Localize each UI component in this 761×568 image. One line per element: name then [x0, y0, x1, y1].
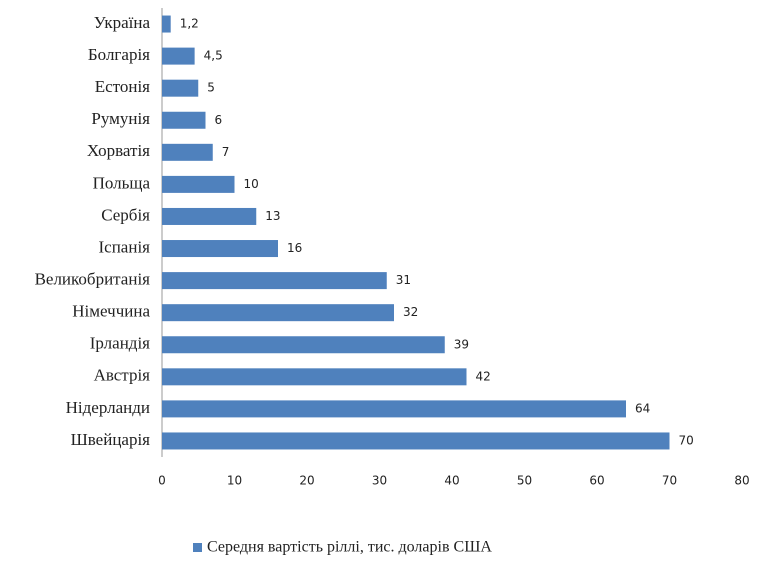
y-tick-label: Сербія — [101, 205, 150, 224]
bar — [162, 272, 387, 290]
bar — [162, 400, 626, 418]
value-label: 5 — [207, 81, 215, 95]
x-tick-label: 70 — [662, 474, 677, 488]
bar — [162, 111, 206, 129]
value-label: 13 — [265, 209, 280, 223]
bar — [162, 79, 199, 97]
y-tick-label: Румунія — [91, 109, 150, 128]
value-label: 16 — [287, 241, 302, 255]
y-tick-label: Естонія — [95, 77, 150, 96]
value-label: 64 — [635, 401, 650, 415]
value-label: 31 — [396, 273, 411, 287]
x-tick-label: 60 — [589, 474, 604, 488]
bar — [162, 304, 394, 322]
bar — [162, 175, 235, 193]
legend-label: Середня вартість ріллі, тис. доларів США — [207, 539, 492, 556]
value-label: 7 — [222, 145, 230, 159]
bar — [162, 15, 171, 33]
bar — [162, 47, 195, 65]
y-tick-label: Ірландія — [90, 334, 150, 353]
value-label: 10 — [244, 177, 259, 191]
value-label: 32 — [403, 305, 418, 319]
x-tick-label: 80 — [734, 474, 749, 488]
y-tick-label: Україна — [94, 13, 151, 32]
x-tick-label: 30 — [372, 474, 387, 488]
value-label: 4,5 — [204, 49, 223, 63]
value-label: 6 — [215, 113, 223, 127]
x-tick-label: 50 — [517, 474, 532, 488]
bar — [162, 336, 445, 354]
y-tick-label: Нідерланди — [66, 398, 150, 417]
y-tick-label: Швейцарія — [71, 430, 151, 449]
bar — [162, 207, 257, 225]
value-label: 42 — [476, 369, 491, 383]
bar — [162, 240, 278, 258]
x-tick-label: 0 — [158, 474, 166, 488]
y-tick-label: Великобританія — [35, 270, 151, 289]
value-label: 39 — [454, 337, 469, 351]
y-tick-label: Польща — [93, 173, 151, 192]
y-tick-label: Німеччина — [72, 302, 150, 321]
bar — [162, 368, 467, 386]
value-label: 1,2 — [180, 17, 199, 31]
value-label: 70 — [679, 433, 694, 447]
y-tick-label: Австрія — [94, 366, 151, 385]
y-tick-label: Болгарія — [88, 45, 150, 64]
bar — [162, 143, 213, 161]
legend-swatch — [193, 543, 202, 552]
y-tick-label: Хорватія — [87, 141, 150, 160]
x-tick-label: 40 — [444, 474, 459, 488]
x-tick-label: 20 — [299, 474, 314, 488]
y-tick-label: Іспанія — [99, 237, 151, 256]
x-tick-label: 10 — [227, 474, 242, 488]
bar — [162, 432, 670, 450]
